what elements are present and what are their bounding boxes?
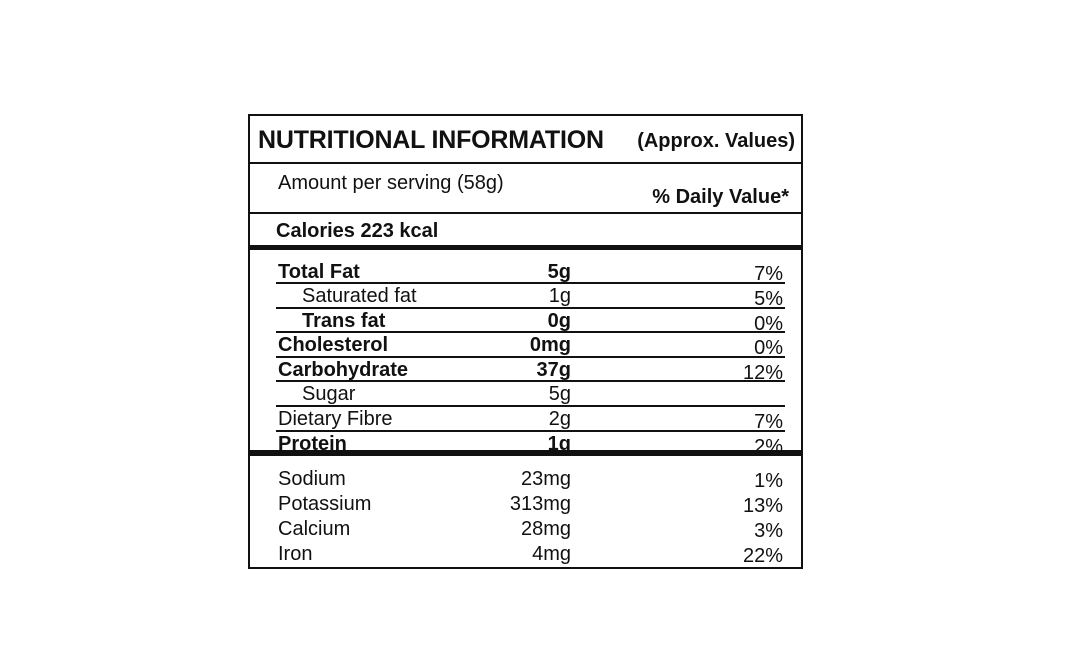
nutrient-name: Dietary Fibre <box>278 407 393 430</box>
nutrition-label: NUTRITIONAL INFORMATION (Approx. Values)… <box>248 114 803 569</box>
nutrient-name: Trans fat <box>302 309 386 332</box>
nutrient-daily-value: 5% <box>754 288 783 310</box>
label-title-note: (Approx. Values) <box>637 130 795 152</box>
nutrient-amount: 37g <box>536 358 571 381</box>
nutrient-amount: 5g <box>547 261 571 283</box>
serving-size: Amount per serving (58g) <box>278 172 504 194</box>
nutrient-name: Carbohydrate <box>278 358 409 381</box>
nutrient-row-cholesterol: Cholesterol 0mg 0% <box>276 333 785 360</box>
nutrient-row-total-fat: Total Fat 5g 7% <box>276 257 785 285</box>
mineral-name: Calcium <box>278 518 351 540</box>
nutrient-name: Total Fat <box>278 261 360 283</box>
mineral-row-calcium: Calcium 28mg 3% <box>276 518 785 543</box>
mineral-row-iron: Iron 4mg 22% <box>276 543 785 568</box>
nutrient-daily-value: 0% <box>754 312 783 335</box>
serving-row: Amount per serving (58g) % Daily Value* <box>250 164 801 214</box>
calories-row: Calories 223 kcal <box>250 214 801 250</box>
nutrient-daily-value: 7% <box>754 410 783 433</box>
nutrient-daily-value: 12% <box>742 361 783 384</box>
nutrient-row-trans-fat: Trans fat 0g 0% <box>276 309 785 335</box>
nutrient-row-carbohydrate: Carbohydrate 37g 12% <box>276 358 785 384</box>
nutrient-amount: 0mg <box>529 334 571 357</box>
mineral-daily-value: 3% <box>754 520 783 542</box>
nutrient-row-sugar: Sugar 5g <box>276 382 785 407</box>
mineral-amount: 28mg <box>520 518 571 540</box>
nutrient-name: Protein <box>278 432 347 455</box>
nutrient-table: Total Fat 5g 7% Saturated fat 1g 5% Tran… <box>250 257 801 458</box>
mineral-name: Potassium <box>278 493 372 515</box>
nutrient-name: Saturated fat <box>302 285 417 307</box>
nutrient-row-dietary-fibre: Dietary Fibre 2g 7% <box>276 407 785 433</box>
nutrient-name: Sugar <box>302 383 356 406</box>
nutrient-name: Cholesterol <box>278 334 389 357</box>
title-row: NUTRITIONAL INFORMATION (Approx. Values) <box>250 116 801 164</box>
calories: Calories 223 kcal <box>276 220 439 242</box>
mineral-amount: 313mg <box>509 493 571 515</box>
nutrient-daily-value: 0% <box>754 337 783 360</box>
nutrient-daily-value: 7% <box>754 263 783 285</box>
mineral-daily-value: 13% <box>742 495 783 517</box>
nutrient-amount: 0g <box>547 309 571 332</box>
nutrient-amount: 2g <box>548 407 571 430</box>
label-title: NUTRITIONAL INFORMATION <box>258 126 604 154</box>
mineral-amount: 23mg <box>520 468 571 490</box>
nutrient-daily-value: 2% <box>754 435 783 458</box>
nutrient-amount: 5g <box>548 383 571 406</box>
nutrient-amount: 1g <box>547 432 571 455</box>
daily-value-header: % Daily Value* <box>652 186 789 208</box>
mineral-amount: 4mg <box>532 543 571 565</box>
mineral-daily-value: 1% <box>754 470 783 492</box>
mineral-row-sodium: Sodium 23mg 1% <box>276 468 785 493</box>
mineral-name: Sodium <box>278 468 346 490</box>
mineral-row-potassium: Potassium 313mg 13% <box>276 493 785 518</box>
mineral-name: Iron <box>278 543 313 565</box>
mineral-table: Sodium 23mg 1% Potassium 313mg 13% Calci… <box>250 468 801 568</box>
mineral-daily-value: 22% <box>742 545 783 567</box>
nutrient-amount: 1g <box>548 285 571 307</box>
nutrient-row-protein: Protein 1g 2% <box>250 432 801 458</box>
nutrient-row-saturated-fat: Saturated fat 1g 5% <box>276 284 785 310</box>
